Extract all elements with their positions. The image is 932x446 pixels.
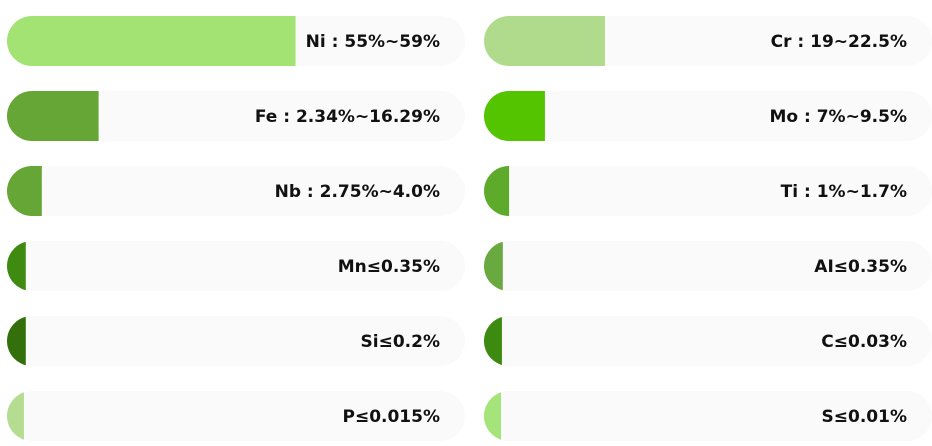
bar-fill [7,16,296,66]
bar-track [484,391,932,441]
bar-label: Ti : 1%~1.7% [781,182,907,202]
bar-fill [484,166,510,216]
bar-track [7,391,465,441]
bar-label: Cr : 19~22.5% [771,32,907,52]
bar-fill [7,391,24,441]
bar-label: AI≤0.35% [814,257,907,277]
bar-fill [484,391,502,441]
bar-fill [484,16,605,66]
bar-fill [484,241,503,291]
bar-track [7,91,465,141]
bar-fill [484,316,502,366]
bar-label: Mo : 7%~9.5% [770,107,908,127]
bar-label: C≤0.03% [821,332,907,352]
bar-fill [7,166,42,216]
bar-track [7,316,465,366]
bar-label: P≤0.015% [342,407,440,427]
bar-label: S≤0.01% [822,407,907,427]
bar-label: Mn≤0.35% [338,257,440,277]
bar-track [484,166,932,216]
bar-fill [7,316,26,366]
bar-track [484,241,932,291]
bar-track [484,91,932,141]
bar-label: Fe : 2.34%~16.29% [255,107,440,127]
bar-track [7,166,465,216]
bar-track [7,241,465,291]
bar-fill [484,91,545,141]
bar-label: Nb : 2.75%~4.0% [275,182,440,202]
bar-track [484,316,932,366]
bar-label: Si≤0.2% [361,332,440,352]
bar-fill [7,91,99,141]
bar-fill [7,241,26,291]
bar-label: Ni : 55%~59% [306,32,440,52]
